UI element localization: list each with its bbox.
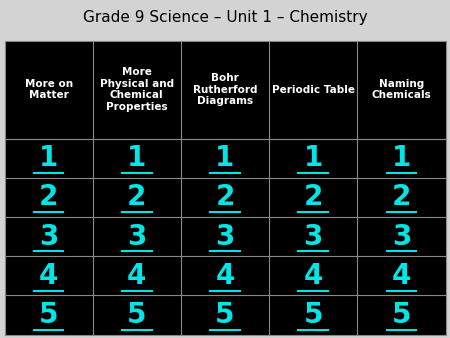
Text: 1: 1 [127, 144, 146, 172]
Text: 3: 3 [127, 223, 147, 250]
Text: 3: 3 [392, 223, 411, 250]
Text: More on
Matter: More on Matter [25, 79, 72, 100]
Text: 5: 5 [303, 301, 323, 329]
Text: Naming
Chemicals: Naming Chemicals [372, 79, 431, 100]
Text: 2: 2 [127, 184, 147, 211]
Text: 4: 4 [303, 262, 323, 290]
Text: 4: 4 [39, 262, 58, 290]
Text: 4: 4 [215, 262, 235, 290]
Text: Periodic Table: Periodic Table [272, 84, 355, 95]
Text: 5: 5 [127, 301, 147, 329]
Text: 2: 2 [215, 184, 235, 211]
Text: 5: 5 [39, 301, 58, 329]
Text: 1: 1 [216, 144, 234, 172]
Text: 2: 2 [39, 184, 58, 211]
Text: 4: 4 [127, 262, 147, 290]
Text: 2: 2 [392, 184, 411, 211]
Text: More
Physical and
Chemical
Properties: More Physical and Chemical Properties [100, 67, 174, 112]
Text: 1: 1 [304, 144, 323, 172]
Text: 1: 1 [392, 144, 411, 172]
Text: 4: 4 [392, 262, 411, 290]
Text: 5: 5 [392, 301, 411, 329]
Text: 5: 5 [215, 301, 235, 329]
Text: 3: 3 [303, 223, 323, 250]
Text: 3: 3 [39, 223, 58, 250]
Text: Grade 9 Science – Unit 1 – Chemistry: Grade 9 Science – Unit 1 – Chemistry [83, 10, 367, 25]
Text: 2: 2 [303, 184, 323, 211]
Text: 1: 1 [39, 144, 58, 172]
Text: 3: 3 [215, 223, 235, 250]
Text: Bohr
Rutherford
Diagrams: Bohr Rutherford Diagrams [193, 73, 257, 106]
